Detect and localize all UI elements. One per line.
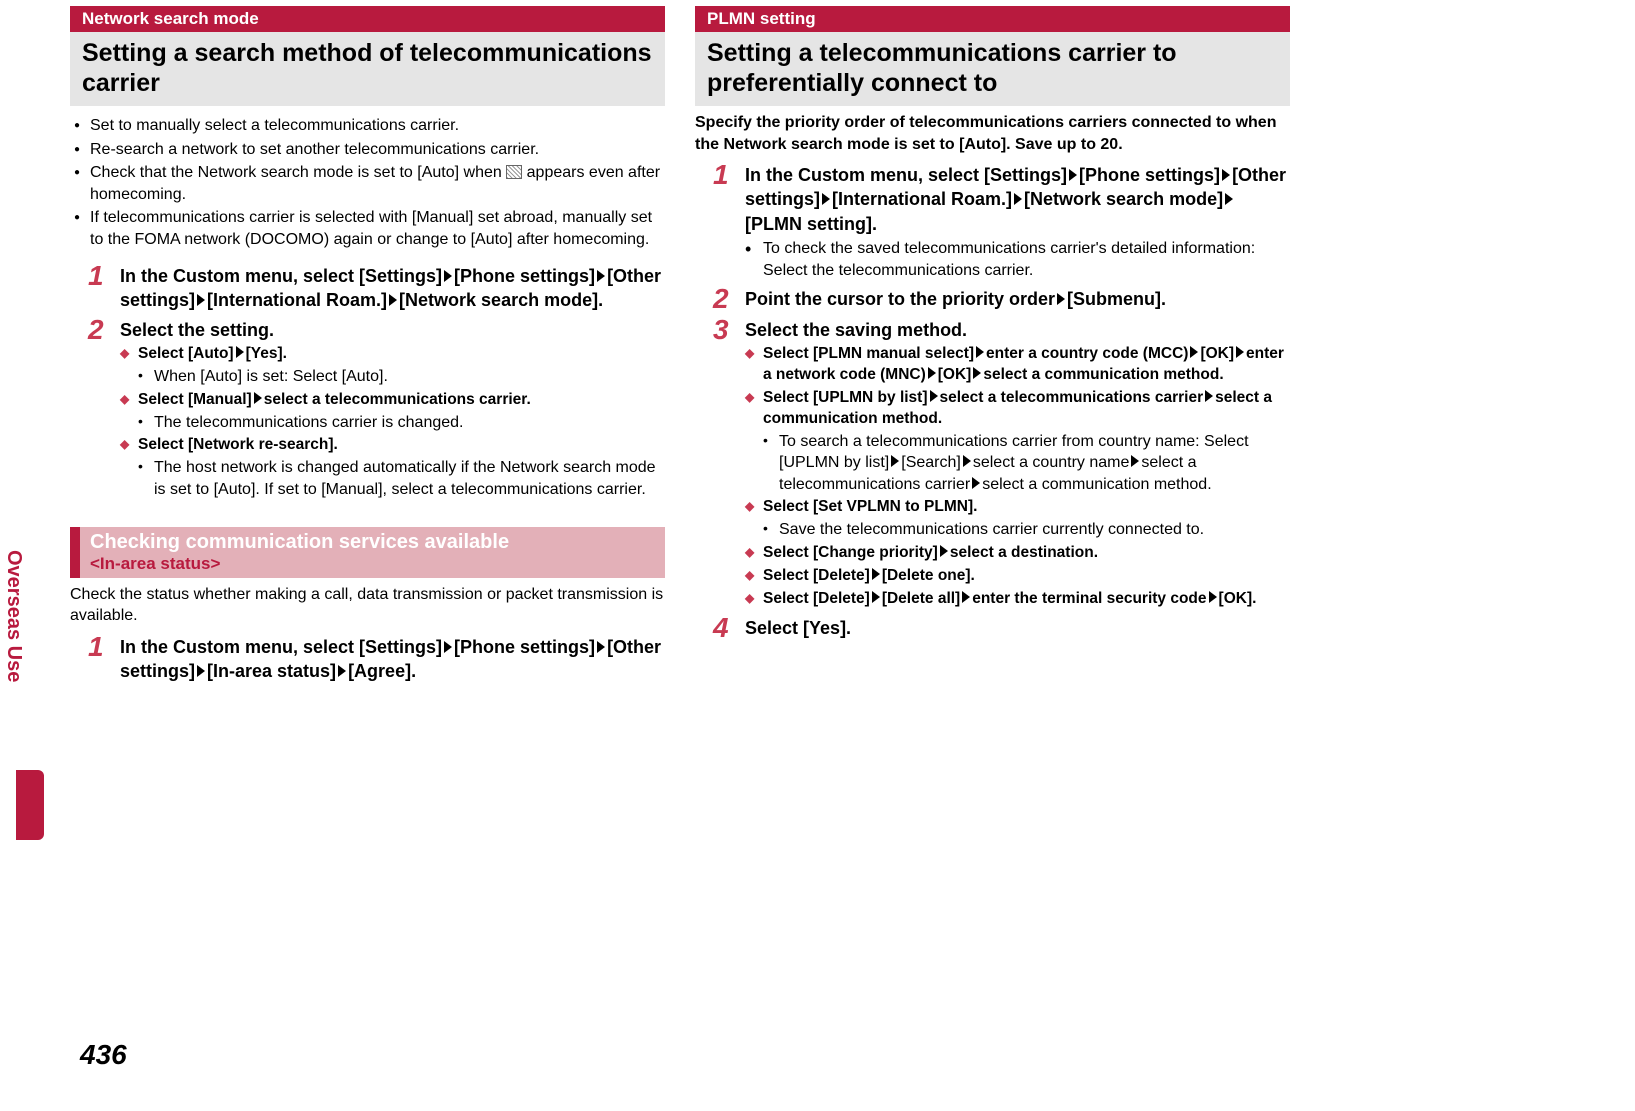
bullet-text: Check that the Network search mode is se… xyxy=(90,162,665,205)
step-number: 1 xyxy=(88,631,104,663)
diamond-item: Select [Set VPLMN to PLMN]. xyxy=(763,497,977,518)
step-1: 1 In the Custom menu, select [Settings][… xyxy=(717,163,1290,281)
step-number: 2 xyxy=(713,283,729,315)
diamond-item: Select [Delete][Delete all]enter the ter… xyxy=(763,589,1256,610)
sub-note: To search a telecommunications carrier f… xyxy=(779,431,1290,496)
step-2: 2 Point the cursor to the priority order… xyxy=(717,287,1290,311)
sub-note: The host network is changed automaticall… xyxy=(154,457,665,500)
step-number: 1 xyxy=(713,159,729,191)
sub-section-subtitle: <In-area status> xyxy=(90,554,655,574)
diamond-item: Select [Delete][Delete one]. xyxy=(763,566,975,587)
sub-section-title: Checking communication services availabl… xyxy=(90,531,655,554)
step-3: 3 Select the saving method. Select [PLMN… xyxy=(717,318,1290,610)
section-title-network-search: Setting a search method of telecommunica… xyxy=(70,32,665,106)
step-1: 1 In the Custom menu, select [Settings][… xyxy=(92,635,665,684)
left-column: Network search mode Setting a search met… xyxy=(70,6,665,683)
section-tag-plmn: PLMN setting xyxy=(695,6,1290,32)
step-number: 4 xyxy=(713,612,729,644)
diamond-item: Select [Auto][Yes]. xyxy=(138,344,287,365)
bullet-text: If telecommunications carrier is selecte… xyxy=(90,207,665,250)
roaming-icon xyxy=(506,165,522,179)
sub-note: When [Auto] is set: Select [Auto]. xyxy=(154,366,388,388)
step-number: 2 xyxy=(88,314,104,346)
side-section-label: Overseas Use xyxy=(2,550,25,682)
step-title: In the Custom menu, select [Settings][Ph… xyxy=(120,264,665,313)
section-tag-network-search: Network search mode xyxy=(70,6,665,32)
step-number: 1 xyxy=(88,260,104,292)
step-note: To check the saved telecommunications ca… xyxy=(763,238,1290,281)
sub-section-in-area: Checking communication services availabl… xyxy=(70,527,665,684)
step-number: 3 xyxy=(713,314,729,346)
step-1: 1 In the Custom menu, select [Settings][… xyxy=(92,264,665,313)
bullet-text: Re-search a network to set another telec… xyxy=(90,139,539,161)
side-tab-marker xyxy=(16,770,44,840)
sub-note: Save the telecommunications carrier curr… xyxy=(779,519,1204,541)
step-title: Point the cursor to the priority order[S… xyxy=(745,287,1290,311)
step-title: Select the saving method. xyxy=(745,318,1290,342)
page-number: 436 xyxy=(80,1039,127,1071)
bullet-text: Set to manually select a telecommunicati… xyxy=(90,115,459,137)
diamond-item: Select [Network re-search]. xyxy=(138,435,338,456)
diamond-item: Select [Manual]select a telecommunicatio… xyxy=(138,390,531,411)
step-title: Select [Yes]. xyxy=(745,616,1290,640)
diamond-item: Select [UPLMN by list]select a telecommu… xyxy=(763,388,1290,430)
section-title-plmn: Setting a telecommunications carrier to … xyxy=(695,32,1290,106)
step-4: 4 Select [Yes]. xyxy=(717,616,1290,640)
sub-note: The telecommunications carrier is change… xyxy=(154,412,463,434)
right-column: PLMN setting Setting a telecommunication… xyxy=(695,6,1290,683)
step-title: In the Custom menu, select [Settings][Ph… xyxy=(745,163,1290,236)
step-title: Select the setting. xyxy=(120,318,665,342)
intro-paragraph: Specify the priority order of telecommun… xyxy=(695,106,1290,157)
intro-bullets: Set to manually select a telecommunicati… xyxy=(70,106,665,258)
step-2: 2 Select the setting. Select [Auto][Yes]… xyxy=(92,318,665,500)
diamond-item: Select [Change priority]select a destina… xyxy=(763,543,1098,564)
paragraph: Check the status whether making a call, … xyxy=(70,578,665,629)
diamond-item: Select [PLMN manual select]enter a count… xyxy=(763,344,1290,386)
step-title: In the Custom menu, select [Settings][Ph… xyxy=(120,635,665,684)
